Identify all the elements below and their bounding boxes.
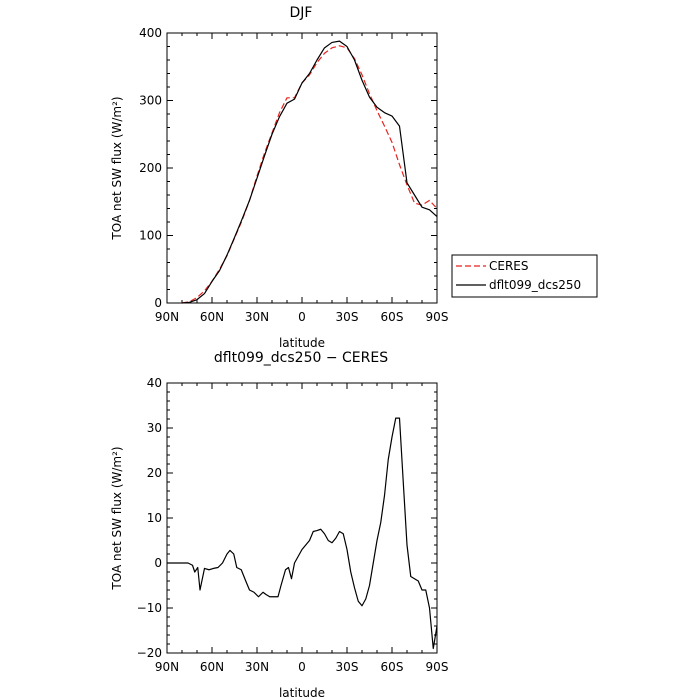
x-tick-label: 0 (298, 310, 306, 324)
series-line-dflt099_dcs250 (181, 40, 438, 304)
x-tick-label: 90N (155, 660, 179, 674)
legend-box (451, 254, 598, 298)
y-tick-label: 20 (147, 466, 162, 480)
panel-bottom-ticks (166, 382, 438, 654)
series-line-CERES (181, 45, 438, 304)
panel-bottom-series (167, 417, 438, 650)
panel-top-title: DJF (290, 5, 313, 21)
panel-top-ylabel: TOA net SW flux (W/m²) (110, 96, 124, 240)
panel-bottom-xlabel: latitude (279, 686, 325, 700)
x-tick-label: 60S (381, 660, 404, 674)
y-tick-label: 30 (147, 421, 162, 435)
y-tick-label: 100 (139, 229, 162, 243)
y-tick-label: 0 (154, 556, 162, 570)
y-tick-label: 40 (147, 376, 162, 390)
x-tick-label: 0 (298, 660, 306, 674)
x-tick-label: 30S (336, 660, 359, 674)
panel-bottom-frame (166, 382, 438, 654)
panel-bottom: dflt099_dcs250 − CERES 90N 60N 30N 0 30S 60S 9… (110, 350, 448, 700)
panel-top-series (181, 40, 438, 304)
y-tick-label: 300 (139, 94, 162, 108)
panel-bottom-tick-labels: 90N 60N 30N 0 30S 60S 90S −20 −10 0 10 20 30 40 (137, 376, 449, 674)
legend-label-ceres: CERES (489, 259, 529, 273)
panel-top-tick-labels: 90N 60N 30N 0 30S 60S 90S 0 100 200 300 400 (139, 26, 448, 324)
y-tick-label: 10 (147, 511, 162, 525)
panel-top-ticks (166, 32, 438, 304)
x-tick-label: 60S (381, 310, 404, 324)
x-tick-label: 90S (426, 660, 449, 674)
x-tick-label: 30N (245, 310, 269, 324)
panel-bottom-ylabel: TOA net SW flux (W/m²) (110, 446, 124, 590)
y-tick-label: 0 (154, 296, 162, 310)
y-tick-label: 400 (139, 26, 162, 40)
x-tick-label: 30S (336, 310, 359, 324)
y-tick-label: 200 (139, 161, 162, 175)
series-line-difference (167, 417, 438, 650)
x-tick-label: 60N (200, 660, 224, 674)
x-tick-label: 30N (245, 660, 269, 674)
x-tick-label: 90S (426, 310, 449, 324)
y-tick-label: −10 (137, 601, 162, 615)
x-tick-label: 60N (200, 310, 224, 324)
legend: CERES dflt099_dcs250 (451, 254, 598, 298)
legend-label-model: dflt099_dcs250 (489, 278, 581, 292)
panel-top-frame (166, 32, 438, 304)
panel-top-xlabel: latitude (279, 336, 325, 350)
x-tick-label: 90N (155, 310, 179, 324)
panel-top: DJF 90N 60N 30N 0 30S 60S 90S 0 100 200 300 400 lat… (110, 5, 448, 350)
y-tick-label: −20 (137, 646, 162, 660)
panel-bottom-title: dflt099_dcs250 − CERES (214, 350, 388, 366)
